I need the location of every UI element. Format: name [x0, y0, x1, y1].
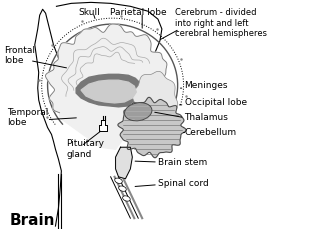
Ellipse shape: [123, 196, 130, 201]
Polygon shape: [118, 97, 186, 158]
Ellipse shape: [119, 186, 126, 191]
Text: Parietal lobe: Parietal lobe: [110, 8, 167, 17]
Polygon shape: [99, 120, 107, 131]
Text: Brain: Brain: [10, 213, 56, 228]
Ellipse shape: [125, 103, 152, 121]
Text: Pituitary
gland: Pituitary gland: [66, 139, 104, 159]
Text: Skull: Skull: [78, 8, 100, 17]
Text: Brain stem: Brain stem: [158, 158, 207, 167]
Text: Temporal
lobe: Temporal lobe: [7, 108, 49, 127]
Text: Meninges: Meninges: [184, 81, 228, 90]
Polygon shape: [116, 147, 132, 179]
Text: Thalamus: Thalamus: [184, 113, 228, 122]
Polygon shape: [132, 71, 178, 129]
Polygon shape: [35, 2, 162, 226]
Ellipse shape: [115, 178, 122, 183]
Text: Cerebrum - divided
into right and left
cerebral hemispheres: Cerebrum - divided into right and left c…: [175, 8, 267, 38]
Text: Occipital lobe: Occipital lobe: [184, 98, 247, 107]
Polygon shape: [76, 74, 142, 107]
Text: Spinal cord: Spinal cord: [158, 179, 209, 188]
Text: Cerebellum: Cerebellum: [184, 128, 237, 137]
Text: Frontal
lobe: Frontal lobe: [4, 46, 35, 65]
Polygon shape: [45, 24, 167, 149]
Polygon shape: [81, 80, 136, 103]
